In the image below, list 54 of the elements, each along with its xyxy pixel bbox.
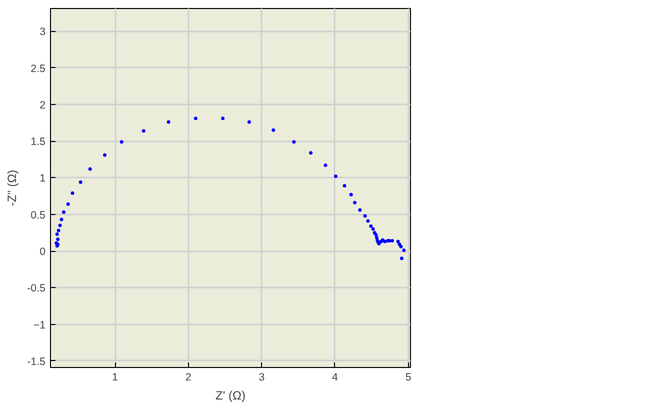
point [56, 228, 60, 232]
y-tick-label: 1 [40, 172, 46, 185]
point [358, 208, 362, 212]
point [400, 256, 404, 260]
point [292, 140, 296, 144]
point [353, 200, 357, 204]
point [60, 218, 64, 222]
point [66, 202, 70, 206]
point [58, 224, 62, 228]
point [349, 192, 353, 196]
point [120, 140, 124, 144]
point [334, 174, 338, 178]
x-tick-label: 2 [185, 372, 192, 384]
point [369, 224, 373, 228]
point [366, 219, 370, 223]
y-tick-label: 2 [40, 99, 46, 112]
point [78, 180, 82, 184]
point [70, 191, 74, 195]
point [324, 164, 328, 168]
x-tick-label: 4 [332, 372, 338, 384]
point [396, 240, 400, 244]
y-tick-label: 0 [40, 246, 46, 258]
point [56, 238, 60, 242]
point [374, 233, 378, 237]
y-axis-title: -Z'' (Ω) [5, 170, 20, 206]
y-tick-label: 3 [40, 26, 46, 38]
y-tick-label: 2.5 [30, 62, 46, 75]
y-tick-label: 1.5 [30, 136, 46, 148]
point [272, 128, 276, 132]
point [390, 239, 394, 242]
point [383, 240, 387, 244]
y-tick-label: 0.5 [30, 209, 46, 222]
point [371, 227, 375, 231]
point [88, 167, 92, 171]
point [103, 153, 107, 157]
point [62, 210, 66, 214]
point [375, 236, 379, 240]
point [342, 184, 346, 188]
x-tick-label: 3 [258, 372, 265, 384]
y-tick-label: −1 [33, 319, 46, 332]
point [363, 214, 367, 218]
x-tick-label: 1 [112, 372, 118, 384]
point [55, 232, 59, 236]
point [402, 248, 406, 252]
point [166, 120, 170, 124]
point [194, 116, 198, 120]
y-tick-label: -1.5 [27, 356, 46, 368]
y-tick-label: -0.5 [27, 282, 46, 295]
point [221, 116, 225, 120]
x-tick-label: 5 [405, 372, 412, 384]
x-axis-title: Z' (Ω) [216, 388, 246, 402]
point [142, 129, 146, 133]
point [247, 120, 251, 124]
point [309, 151, 313, 155]
